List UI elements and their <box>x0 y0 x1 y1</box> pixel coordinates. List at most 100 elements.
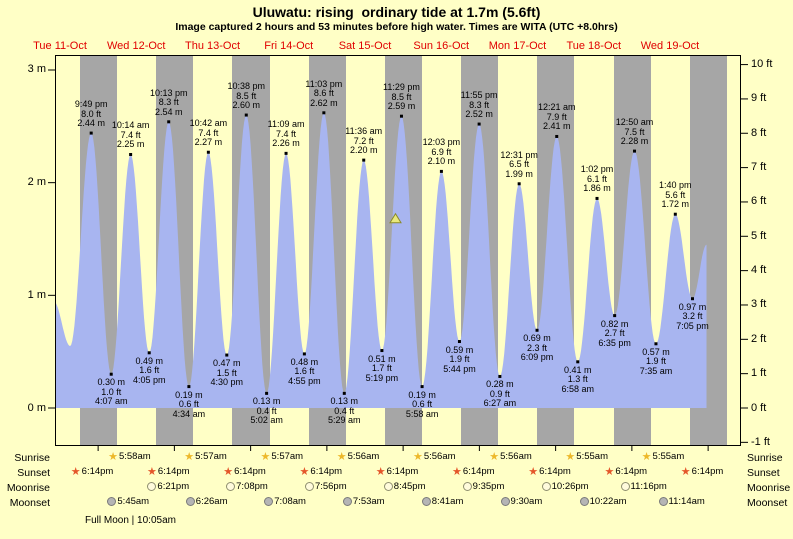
feet-axis-label: 1 ft <box>751 367 767 380</box>
day-date-label: Fri 14-Oct <box>264 40 314 52</box>
sunrise-icon: ★ <box>412 450 423 463</box>
feet-axis-label: 4 ft <box>751 264 767 277</box>
sunrise-entry: ★ 5:58am <box>108 451 151 462</box>
moonset-icon <box>579 497 589 506</box>
moonset-time: 11:14am <box>668 496 705 507</box>
current-tide-marker <box>389 212 402 224</box>
day-date-label: Wed 19-Oct <box>640 40 700 52</box>
moonrise-icon <box>226 482 236 491</box>
feet-axis-label: 5 ft <box>751 229 767 242</box>
moonset-left-label: Moonset <box>9 497 50 509</box>
tide-point-dot <box>555 134 559 138</box>
tide-point-dot <box>595 196 599 200</box>
sunset-time: 6:14pm <box>691 466 724 477</box>
tide-point-dot <box>439 169 443 173</box>
sunset-entry: ★ 6:14pm <box>223 466 266 477</box>
tide-point-dot <box>302 352 306 356</box>
moonset-time: 9:30am <box>510 496 543 507</box>
moonset-time: 5:45am <box>117 496 150 507</box>
sunrise-entry: ★ 5:56am <box>413 451 456 462</box>
tide-point-dot <box>362 158 366 162</box>
feet-axis-label: -1 ft <box>751 435 770 448</box>
sunrise-icon: ★ <box>184 450 195 463</box>
moonrise-entry: 9:35pm <box>462 481 505 492</box>
sunset-time: 6:14pm <box>157 466 190 477</box>
sunrise-time: 5:57am <box>271 451 304 462</box>
moonrise-right-label: Moonrise <box>747 482 791 494</box>
moonrise-time: 9:35pm <box>472 481 505 492</box>
day-date-label: Tue 18-Oct <box>566 40 622 52</box>
tide-point-dot <box>380 349 384 353</box>
sunrise-time: 5:57am <box>195 451 227 462</box>
tide-point-dot <box>498 374 502 378</box>
tide-point-dot <box>109 372 113 376</box>
sunset-icon: ★ <box>223 465 234 478</box>
sunset-entry: ★ 6:14pm <box>376 466 419 477</box>
tide-point-dot <box>420 385 424 389</box>
feet-axis-label: 0 ft <box>751 401 767 414</box>
full-moon-note: Full Moon | 10:05am <box>85 515 176 526</box>
sunset-entry: ★ 6:14pm <box>681 466 724 477</box>
moonset-time: 10:22am <box>589 496 627 507</box>
sunset-icon: ★ <box>299 465 310 478</box>
tide-point-dot <box>244 113 248 117</box>
sunset-icon: ★ <box>452 465 462 478</box>
feet-axis-label: 2 ft <box>751 332 767 345</box>
tide-point-dot <box>690 297 694 301</box>
sunrise-time: 5:55am <box>576 451 608 462</box>
sunset-entry: ★ 6:14pm <box>300 466 343 477</box>
sunset-time: 6:14pm <box>386 466 419 477</box>
sunset-icon: ★ <box>604 465 615 478</box>
tide-point-dot <box>167 120 171 124</box>
moonset-icon <box>421 497 431 506</box>
moonrise-time: 10:26pm <box>551 481 589 492</box>
sunset-entry: ★ 6:14pm <box>528 466 571 477</box>
day-date-label: Thu 13-Oct <box>184 40 241 52</box>
moonrise-icon <box>383 482 393 491</box>
sunset-time: 6:14pm <box>462 466 495 477</box>
sunset-icon: ★ <box>680 465 691 478</box>
tide-area-curve <box>55 112 707 409</box>
tide-point-dot <box>129 152 133 156</box>
moonrise-entry: 8:45pm <box>383 481 426 492</box>
feet-axis-label: 10 ft <box>751 58 773 71</box>
tide-point-dot <box>399 114 403 118</box>
sunset-entry: ★ 6:14pm <box>605 466 648 477</box>
tide-point-dot <box>187 385 191 389</box>
sunrise-right-label: Sunrise <box>747 452 783 464</box>
moonset-icon <box>185 497 195 506</box>
moonrise-time: 7:08pm <box>236 481 268 492</box>
tide-point-dot <box>517 182 521 186</box>
sunrise-entry: ★ 5:56am <box>337 451 380 462</box>
tide-point-dot <box>457 340 461 344</box>
tide-point-dot <box>477 122 481 126</box>
tide-point-dot <box>322 111 326 115</box>
moonset-entry: 9:30am <box>500 496 543 507</box>
moonset-entry: 8:41am <box>421 496 463 507</box>
tide-point-dot <box>206 150 210 154</box>
sunset-icon: ★ <box>528 465 539 478</box>
moonrise-entry: 6:21pm <box>147 481 189 492</box>
meter-axis-label: 1 m <box>27 288 46 301</box>
meter-axis-label: 2 m <box>27 176 46 189</box>
moonrise-entry: 7:56pm <box>304 481 347 492</box>
sunrise-icon: ★ <box>565 450 576 463</box>
moonset-icon <box>264 497 274 506</box>
moonrise-time: 8:45pm <box>393 481 426 492</box>
moonrise-icon <box>620 482 630 491</box>
moonset-icon <box>658 497 668 506</box>
tide-point-dot <box>633 149 637 153</box>
sunset-icon: ★ <box>375 465 386 478</box>
moonset-entry: 11:14am <box>658 496 705 507</box>
day-date-label: Sat 15-Oct <box>338 40 392 52</box>
sunset-icon: ★ <box>147 465 157 478</box>
day-date-label: Mon 17-Oct <box>488 40 547 52</box>
sunrise-entry: ★ 5:55am <box>565 451 608 462</box>
moonrise-entry: 10:26pm <box>541 481 589 492</box>
tide-point-dot <box>613 314 617 318</box>
sunrise-icon: ★ <box>641 450 652 463</box>
sunrise-icon: ★ <box>489 450 500 463</box>
tide-point-dot <box>147 351 151 355</box>
sunrise-entry: ★ 5:57am <box>184 451 227 462</box>
